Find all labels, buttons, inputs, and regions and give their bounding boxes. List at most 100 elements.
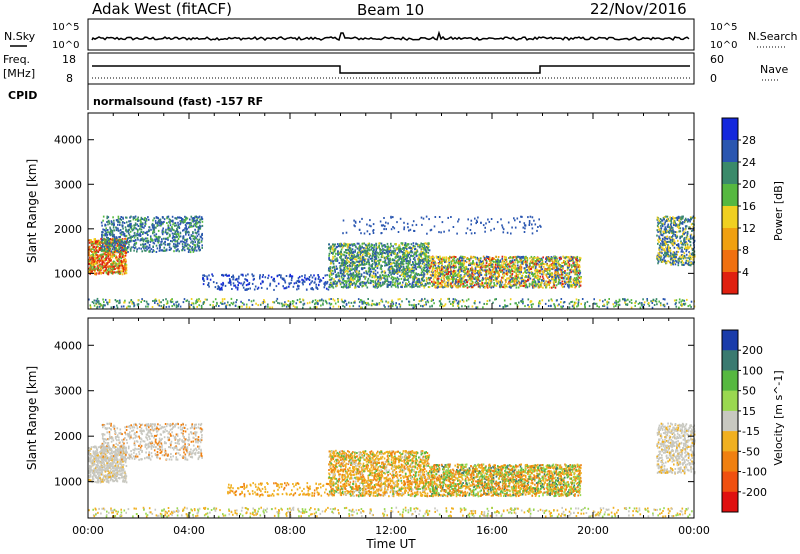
power-point bbox=[372, 285, 375, 288]
power-point bbox=[92, 259, 95, 261]
power-point bbox=[186, 217, 189, 220]
power-point bbox=[444, 284, 446, 287]
power-point bbox=[382, 250, 384, 253]
power-point bbox=[96, 267, 98, 270]
power-point bbox=[129, 220, 132, 223]
power-point bbox=[348, 244, 350, 246]
power-point bbox=[194, 241, 196, 244]
power-point bbox=[361, 250, 364, 253]
power-point bbox=[352, 274, 354, 277]
power-point bbox=[373, 252, 376, 255]
power-point bbox=[334, 269, 336, 272]
power-point bbox=[377, 279, 380, 282]
power-point bbox=[340, 262, 343, 265]
power-point bbox=[133, 236, 136, 239]
power-point bbox=[349, 262, 352, 265]
power-point bbox=[148, 229, 151, 232]
power-point bbox=[115, 241, 117, 244]
power-point bbox=[111, 237, 114, 240]
power-point bbox=[90, 271, 92, 274]
power-point bbox=[153, 224, 155, 227]
power-point bbox=[102, 249, 104, 252]
power-point bbox=[120, 218, 123, 221]
power-point bbox=[498, 264, 500, 267]
power-point bbox=[399, 257, 401, 259]
power-point bbox=[379, 278, 381, 281]
power-point bbox=[391, 278, 394, 281]
power-point bbox=[345, 256, 348, 259]
power-point bbox=[343, 272, 345, 275]
power-point bbox=[363, 247, 365, 249]
power-point bbox=[496, 260, 498, 263]
power-point bbox=[491, 274, 493, 277]
power-point bbox=[356, 260, 358, 263]
power-point bbox=[366, 255, 368, 258]
power-point bbox=[220, 286, 223, 289]
power-point bbox=[406, 282, 408, 285]
power-point bbox=[200, 216, 203, 219]
power-point bbox=[253, 277, 255, 280]
power-point bbox=[390, 242, 392, 245]
power-point bbox=[538, 265, 541, 268]
power-point bbox=[227, 274, 230, 277]
power-point bbox=[429, 259, 431, 262]
power-point bbox=[546, 257, 549, 260]
power-point bbox=[187, 243, 189, 246]
power-point bbox=[106, 241, 109, 244]
power-point bbox=[155, 233, 158, 236]
power-point bbox=[125, 229, 127, 232]
power-point bbox=[546, 284, 548, 286]
power-point bbox=[370, 248, 373, 251]
power-point bbox=[472, 261, 474, 264]
power-point bbox=[222, 281, 224, 284]
power-point bbox=[111, 221, 113, 224]
power-point bbox=[161, 249, 163, 252]
power-point bbox=[503, 258, 506, 261]
power-point bbox=[107, 246, 109, 249]
power-point bbox=[189, 218, 191, 221]
power-point bbox=[555, 260, 557, 263]
power-point bbox=[119, 270, 121, 273]
power-point bbox=[537, 257, 540, 260]
power-point bbox=[547, 277, 549, 279]
power-point bbox=[460, 279, 463, 282]
power-point bbox=[365, 284, 367, 287]
power-point bbox=[420, 282, 423, 285]
power-point bbox=[409, 256, 411, 259]
power-point bbox=[329, 266, 331, 269]
power-point bbox=[117, 215, 120, 218]
power-point bbox=[423, 279, 425, 282]
power-point bbox=[512, 256, 515, 259]
power-point bbox=[178, 242, 181, 245]
power-point bbox=[248, 283, 250, 286]
power-point bbox=[373, 276, 376, 279]
power-point bbox=[515, 275, 518, 278]
power-point bbox=[457, 282, 460, 285]
power-point bbox=[119, 250, 121, 253]
power-point bbox=[386, 283, 389, 286]
power-point bbox=[193, 243, 196, 246]
power-point bbox=[99, 263, 102, 266]
power-point bbox=[494, 272, 496, 275]
power-point bbox=[200, 218, 202, 221]
power-point bbox=[191, 219, 194, 222]
power-point bbox=[403, 278, 405, 281]
power-point bbox=[498, 273, 500, 276]
power-point bbox=[493, 284, 496, 286]
power-point bbox=[388, 247, 391, 250]
power-point bbox=[385, 245, 388, 248]
power-point bbox=[91, 242, 93, 245]
power-point bbox=[367, 259, 370, 262]
power-point bbox=[380, 266, 382, 269]
power-point bbox=[437, 257, 439, 260]
power-point bbox=[558, 273, 560, 276]
power-point bbox=[392, 281, 394, 284]
power-point bbox=[108, 249, 111, 252]
power-point bbox=[101, 240, 103, 243]
power-point bbox=[112, 235, 114, 238]
power-point bbox=[490, 271, 492, 274]
power-point bbox=[130, 223, 132, 226]
power-point bbox=[433, 267, 436, 270]
power-point bbox=[166, 217, 168, 220]
power-point bbox=[494, 263, 497, 266]
